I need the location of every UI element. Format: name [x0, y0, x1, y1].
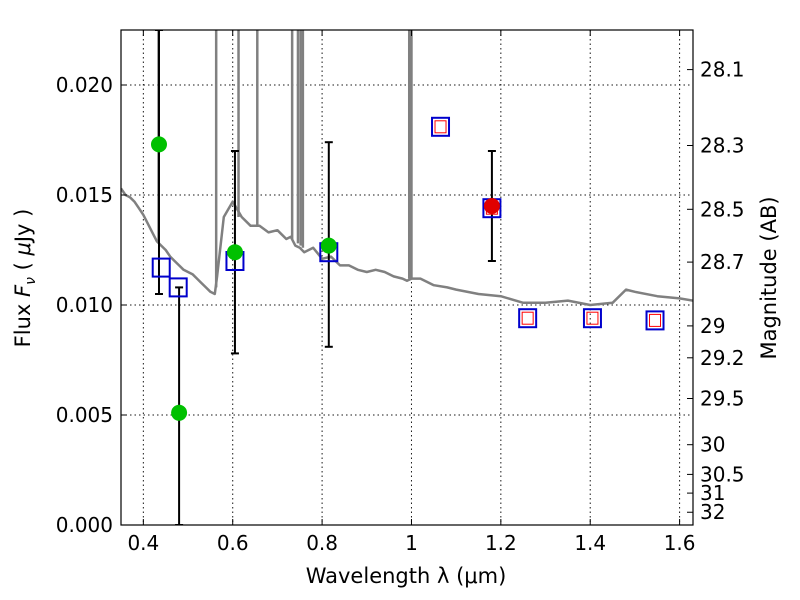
x-tick-label: 1	[405, 531, 418, 555]
model-box-inner	[586, 311, 599, 325]
red-data-point	[483, 198, 500, 214]
y-axis-label-symbol: F	[11, 284, 35, 297]
y-axis-label-paren: (	[11, 256, 35, 278]
y2-tick-label: 31	[700, 481, 725, 505]
y2-tick-label: 28.5	[700, 197, 745, 221]
y2-axis-label: Magnitude (AB)	[757, 196, 781, 359]
x-axis-label: Wavelength λ (μm)	[306, 564, 507, 588]
x-tick-label: 0.4	[127, 531, 159, 555]
model-box	[168, 277, 188, 298]
y-tick-label: 0.005	[56, 403, 113, 427]
plot-frame	[120, 29, 694, 526]
y-axis-label: Flux Fν ( μJy )	[11, 209, 39, 348]
model-box-inner	[521, 311, 534, 325]
y-axis-label-unit: Jy )	[11, 209, 35, 245]
y2-tick-label: 30.5	[700, 462, 745, 486]
green-data-point	[320, 237, 337, 254]
y-axis-label-mu: μ	[11, 242, 35, 256]
y2-tick-label: 28.1	[700, 58, 745, 82]
x-tick-label: 0.6	[217, 531, 249, 555]
model-box	[431, 116, 451, 137]
x-tick-label: 1.2	[485, 531, 517, 555]
y-axis-ticks: 0.000 0.005 0.010 0.015 0.020	[56, 73, 127, 537]
x-tick-label: 1.4	[574, 531, 606, 555]
model-box	[645, 310, 665, 331]
data-point-layer	[150, 136, 500, 421]
model-box	[151, 257, 171, 278]
green-data-point	[150, 136, 167, 153]
y2-tick-label: 30	[700, 433, 725, 457]
y-tick-label: 0.010	[56, 293, 113, 317]
y-tick-label: 0.015	[56, 183, 113, 207]
model-box	[518, 308, 538, 329]
x-tick-label: 0.8	[306, 531, 338, 555]
x-axis-ticks: 0.4 0.6 0.8 1 1.2 1.4 1.6	[127, 30, 696, 555]
y2-tick-label: 29	[700, 314, 725, 338]
y-axis-label-subscript: ν	[23, 277, 39, 285]
y2-tick-label: 29.5	[700, 387, 745, 411]
y-tick-label: 0.000	[56, 513, 113, 537]
model-box	[582, 308, 602, 329]
plot-background	[121, 30, 693, 525]
y2-tick-label: 28.7	[700, 250, 745, 274]
template-spectrum-layer	[121, 30, 693, 307]
y2-tick-label: 29.2	[700, 346, 745, 370]
model-box-inner	[434, 120, 447, 134]
green-data-point	[226, 244, 243, 261]
green-data-point	[171, 404, 188, 421]
y2-tick-label: 32	[700, 500, 725, 524]
model-box-inner	[649, 313, 662, 327]
template-spectrum-line	[121, 187, 693, 307]
x-tick-label: 1.6	[664, 531, 696, 555]
y-axis-label-text: Flux	[11, 297, 35, 347]
y2-tick-label: 28.3	[700, 134, 745, 158]
y-tick-label: 0.020	[56, 73, 113, 97]
